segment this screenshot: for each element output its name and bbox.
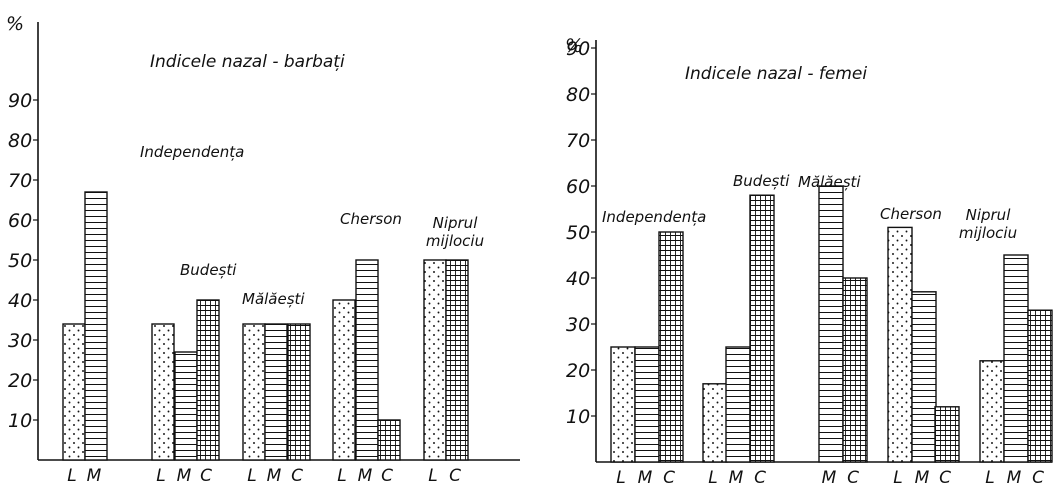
x-category-label: L bbox=[247, 466, 256, 486]
group-label: Budești bbox=[733, 172, 790, 190]
y-tick-label: 80 bbox=[8, 130, 32, 152]
bar-C bbox=[377, 419, 401, 461]
y-tick-label: 60 bbox=[8, 210, 32, 232]
y-tick-label: 20 bbox=[566, 360, 590, 382]
group-label: Niprul mijlociu bbox=[959, 206, 1017, 242]
y-tick-label: 30 bbox=[566, 314, 590, 336]
bar-group: L C Niprul mijlociu bbox=[423, 214, 484, 486]
bar-L bbox=[979, 360, 1005, 463]
bar-group: L M C Cherson bbox=[880, 205, 960, 486]
x-category-label: L bbox=[616, 468, 625, 486]
x-category-label: L bbox=[985, 468, 994, 486]
x-category-label: M bbox=[87, 466, 102, 486]
group-label: Mălăești bbox=[242, 290, 305, 308]
x-category-label: C bbox=[663, 468, 675, 486]
bar-group: L M C Budești bbox=[151, 261, 237, 486]
bar-M bbox=[174, 351, 198, 461]
y-axis-unit-label: % bbox=[565, 35, 583, 57]
bar-M bbox=[264, 323, 288, 461]
x-category-label: L bbox=[893, 468, 902, 486]
y-tick-label: 10 bbox=[566, 406, 590, 428]
y-tick-label: 50 bbox=[8, 250, 32, 272]
bar-C bbox=[287, 323, 311, 461]
group-label: Independența bbox=[602, 208, 706, 226]
y-tick-label: 40 bbox=[8, 290, 32, 312]
x-category-label: M bbox=[915, 468, 930, 486]
group-label: Niprul mijlociu bbox=[426, 214, 484, 250]
bar-group: L M C Niprul mijlociu bbox=[959, 206, 1053, 486]
y-tick-label: 20 bbox=[8, 370, 32, 392]
bar-group: L M C Independența bbox=[602, 208, 706, 486]
y-axis-unit-label: % bbox=[6, 13, 24, 35]
x-category-label: L bbox=[67, 466, 76, 486]
bar-M bbox=[818, 185, 844, 463]
group-label: Budești bbox=[180, 261, 237, 279]
x-category-label: C bbox=[754, 468, 766, 486]
bar-L bbox=[423, 259, 447, 461]
x-category-label: L bbox=[428, 466, 437, 486]
x-category-label: C bbox=[381, 466, 393, 486]
x-category-label: M bbox=[358, 466, 373, 486]
bar-M bbox=[725, 346, 751, 463]
y-tick-label: 60 bbox=[566, 176, 590, 198]
y-tick-label: 90 bbox=[8, 90, 32, 112]
y-tick-label: 80 bbox=[566, 84, 590, 106]
bar-group: L M C Cherson bbox=[332, 210, 402, 486]
x-category-label: L bbox=[708, 468, 717, 486]
bar-L bbox=[887, 226, 913, 463]
x-category-label: C bbox=[291, 466, 303, 486]
chart-panel-barbati: % 10 20 30 40 50 60 70 80 90 Indicele nazal - barb… bbox=[6, 13, 520, 486]
x-category-label: L bbox=[156, 466, 165, 486]
bar-C bbox=[749, 194, 775, 463]
bar-group: M C Mălăești bbox=[798, 173, 868, 486]
x-category-label: C bbox=[200, 466, 212, 486]
bar-L bbox=[610, 346, 636, 463]
x-category-label: L bbox=[337, 466, 346, 486]
x-category-label: M bbox=[729, 468, 744, 486]
chart-title: Indicele nazal - femei bbox=[685, 64, 867, 84]
bar-L bbox=[62, 323, 86, 461]
group-label: Mălăești bbox=[798, 173, 861, 191]
chart-title: Indicele nazal - barbați bbox=[150, 52, 345, 72]
bar-C bbox=[445, 259, 469, 461]
x-category-label: C bbox=[847, 468, 859, 486]
y-tick-label: 10 bbox=[8, 410, 32, 432]
x-category-label: M bbox=[822, 468, 837, 486]
x-category-label: M bbox=[1007, 468, 1022, 486]
y-tick-label: 70 bbox=[566, 130, 590, 152]
bar-C bbox=[934, 406, 960, 463]
x-category-label: M bbox=[177, 466, 192, 486]
bar-group: L M C Mălăești bbox=[242, 290, 311, 486]
bar-M bbox=[355, 259, 379, 461]
y-tick-label: 70 bbox=[8, 170, 32, 192]
bar-M bbox=[1003, 254, 1029, 463]
x-category-label: M bbox=[638, 468, 653, 486]
x-category-label: C bbox=[449, 466, 461, 486]
bar-C bbox=[196, 299, 220, 461]
x-category-label: C bbox=[1032, 468, 1044, 486]
bar-C bbox=[842, 277, 868, 463]
bar-L bbox=[702, 383, 728, 463]
group-label: Independența bbox=[140, 143, 244, 161]
x-category-label: M bbox=[267, 466, 282, 486]
chart-panel-femei: % 10 20 30 40 50 60 70 80 90 Indicele nazal - feme… bbox=[565, 35, 1053, 486]
bar-group: L M C Budești bbox=[702, 172, 790, 486]
group-label: Cherson bbox=[880, 205, 942, 223]
bar-L bbox=[332, 299, 356, 461]
bar-C bbox=[658, 231, 684, 463]
x-category-label: C bbox=[939, 468, 951, 486]
y-tick-label: 50 bbox=[566, 222, 590, 244]
bar-M bbox=[911, 291, 937, 463]
y-tick-label: 90 bbox=[566, 38, 590, 60]
y-tick-label: 30 bbox=[8, 330, 32, 352]
y-tick-label: 40 bbox=[566, 268, 590, 290]
bar-L bbox=[242, 323, 266, 461]
bar-C bbox=[1027, 309, 1053, 463]
group-label: Cherson bbox=[340, 210, 402, 228]
bar-M bbox=[84, 191, 108, 461]
bar-M bbox=[634, 346, 660, 463]
bar-L bbox=[151, 323, 175, 461]
